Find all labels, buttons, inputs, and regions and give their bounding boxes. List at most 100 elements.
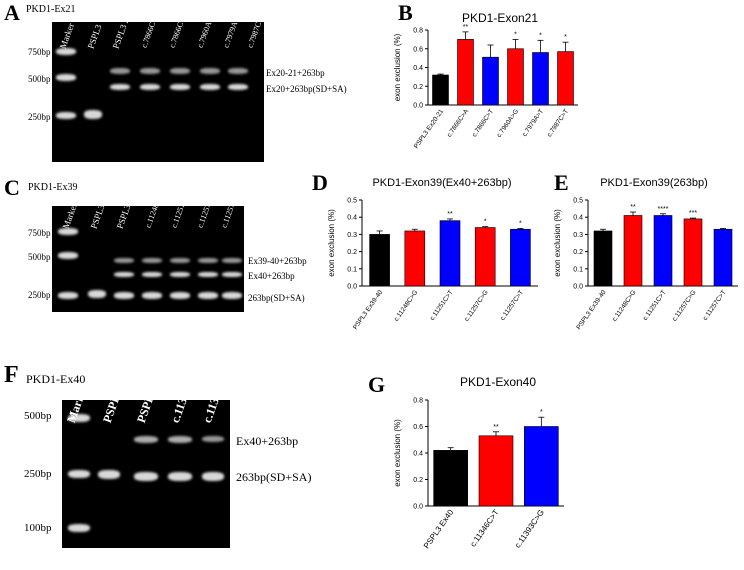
band-label: Ex20-21+263bp [266,68,325,78]
significance-marker: **** [658,206,669,213]
size-label: 250bp [24,468,52,480]
panel-letter-g: G [368,372,386,397]
band [84,110,102,119]
bar [482,56,499,106]
bar [404,230,426,287]
significance-marker: ** [493,424,499,431]
size-label: 250bp [28,290,51,300]
band-label: 263bp(SD+SA) [236,470,312,484]
y-axis-label: exon exclusion (%) [554,209,562,277]
bar [524,426,559,507]
significance-marker: *** [689,210,697,217]
chart-b: PKD1-Exon21 exon exclusion (%) 0.0 0.2 0.4 0.… [393,11,578,150]
size-label: 250bp [28,112,51,122]
bar [683,218,703,287]
band [170,258,190,263]
y-tick-label: 0.0 [413,504,423,511]
bar [713,228,733,287]
gel-image-f [62,400,230,548]
significance-marker: ** [447,211,453,218]
band [110,68,130,74]
band [202,436,224,442]
y-tick-label: 0.3 [347,232,357,239]
x-tick-label: PSPL3 Ex40 [422,508,456,551]
x-tick-label: c.11248C>G [611,289,637,323]
band-label: Ex40+263bp [236,434,299,448]
size-label: 500bp [28,74,51,84]
y-axis-label: exon exclusion (%) [393,419,402,487]
significance-marker: * [484,219,487,226]
band [170,272,190,277]
band [168,472,192,481]
x-tick-label: c.11393C>G [513,508,546,550]
y-tick-label: 0.0 [573,284,583,291]
bar [532,52,549,106]
y-tick-label: 0.4 [347,215,357,222]
y-tick-label: 0.4 [573,215,583,222]
panel-letter-f: F [4,362,19,388]
bar [510,228,531,287]
band [228,84,248,90]
band [222,272,242,277]
band [114,258,134,263]
band [200,68,220,74]
significance-marker: * [539,32,542,39]
x-tick-label: PSPL3 Ex39-40 [352,289,384,331]
bar [432,74,449,106]
panel-letter-a: A [4,0,20,25]
band [170,68,190,74]
band [114,292,134,299]
bar [433,450,468,507]
band [200,84,220,90]
x-tick-label: c.11257C>T [499,289,525,322]
size-label: 750bp [28,228,51,238]
x-tick-label: c.7866C>T [471,108,495,138]
band-label: 263bp(SD+SA) [248,293,305,303]
x-tick-label: PSPL3 Ex20-21 [413,108,445,150]
x-tick-label: c.7960A>G [496,108,520,139]
y-tick-label: 0.1 [347,266,357,273]
chart-e: PKD1-Exon39(263bp) exon exclusion (%) 0.0 0… [554,177,738,331]
y-tick-label: 0.0 [347,284,357,291]
x-tick-label: c.11257C>G [671,289,697,323]
significance-marker: * [540,409,543,416]
y-tick-label: 0.4 [413,65,423,72]
significance-marker: * [564,34,567,41]
band-label: Ex20+263bp(SD+SA) [266,84,347,94]
band [222,292,242,299]
significance-marker: ** [463,24,469,31]
band [142,272,162,277]
chart-g: PKD1-Exon40 exon exclusion (%) 0.0 0.2 0.4 0.… [393,375,564,551]
band [88,290,106,298]
band [134,436,158,443]
y-tick-label: 0.8 [413,28,423,35]
panel-letter-d: D [312,170,328,195]
y-tick-label: 0.8 [413,398,423,405]
y-axis-label: exon exclusion (%) [327,209,336,277]
panel-a-tag: PKD1-Ex21 [26,4,76,15]
size-label: 750bp [28,47,51,57]
bar [478,435,514,507]
panel-letter-c: C [4,175,20,200]
chart-d: PKD1-Exon39(Ex40+263bp) exon exclusion (%… [327,177,538,331]
x-tick-label: c.11346C>T [468,508,500,549]
x-tick-label: c.11257C>G [463,289,489,323]
panel-letter-e: E [554,170,569,195]
y-tick-label: 0.2 [347,249,357,256]
band [142,258,162,263]
size-label: 100bp [24,522,52,534]
band [140,84,160,90]
band [134,472,158,481]
bar [369,234,390,287]
size-label: 500bp [24,410,52,422]
y-tick-label: 0.5 [347,198,357,205]
gel-image-c [52,206,244,312]
chart-title: PKD1-Exon40 [460,375,536,389]
significance-marker: * [514,31,517,38]
y-tick-label: 0.0 [413,103,423,110]
band [202,472,224,481]
panel-c-tag: PKD1-Ex39 [28,182,78,193]
size-label: 500bp [28,252,51,262]
y-tick-label: 0.5 [573,198,583,205]
x-tick-label: c.11257C>T [702,289,728,322]
